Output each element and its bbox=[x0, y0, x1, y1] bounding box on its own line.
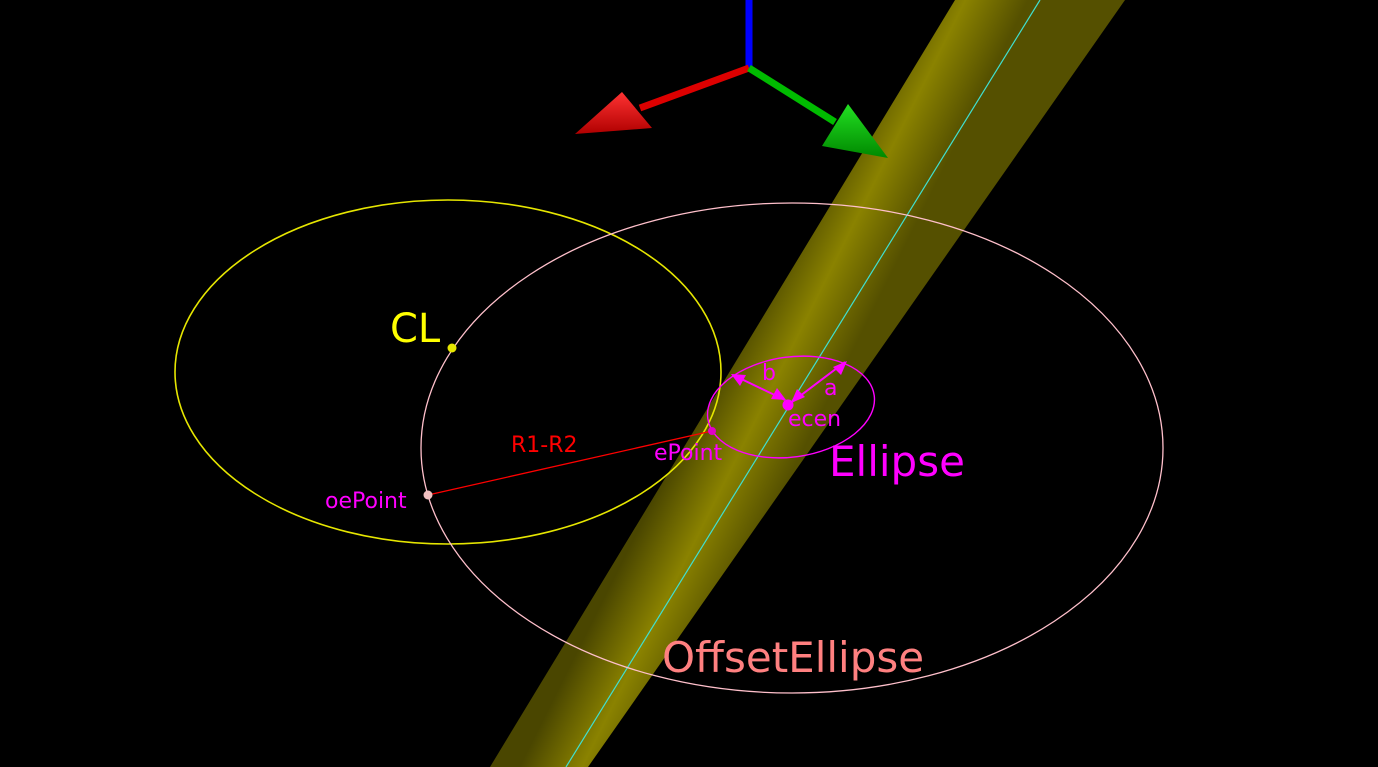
e-point-label: ePoint bbox=[654, 441, 723, 466]
x-axis-arrowhead bbox=[575, 92, 652, 134]
ecen-label: ecen bbox=[788, 407, 841, 432]
e-point bbox=[708, 427, 716, 435]
cl-point bbox=[447, 343, 457, 353]
xyz-axes-gizmo-icon bbox=[575, 0, 888, 158]
ellipse-outline bbox=[706, 355, 876, 459]
ecen-point bbox=[782, 399, 794, 411]
cylinder bbox=[490, 0, 1125, 767]
oe-point bbox=[423, 490, 433, 500]
cylinder-body bbox=[490, 0, 1125, 767]
ellipse-label: Ellipse bbox=[829, 437, 965, 486]
oe-point-label: oePoint bbox=[325, 489, 407, 514]
r1-r2-segment bbox=[427, 430, 713, 496]
a-label: a bbox=[824, 376, 837, 401]
offset-ellipse bbox=[420, 202, 1164, 694]
r1-r2-label: R1-R2 bbox=[511, 433, 578, 458]
cl-label: CL bbox=[390, 306, 441, 352]
cylinder-axis bbox=[565, 0, 1041, 767]
b-arrowhead-outer bbox=[731, 374, 746, 386]
b-label: b bbox=[762, 361, 776, 386]
offset-ellipse-label: OffsetEllipse bbox=[662, 633, 924, 682]
a-arrowhead-inner bbox=[791, 389, 805, 403]
ellipse bbox=[706, 355, 876, 459]
b-arrowhead-inner bbox=[771, 388, 786, 400]
cl-circle bbox=[174, 199, 722, 545]
y-axis bbox=[747, 65, 837, 125]
a-arrowhead-outer bbox=[833, 361, 847, 375]
y-axis-arrowhead bbox=[822, 104, 888, 158]
x-axis bbox=[638, 64, 751, 112]
